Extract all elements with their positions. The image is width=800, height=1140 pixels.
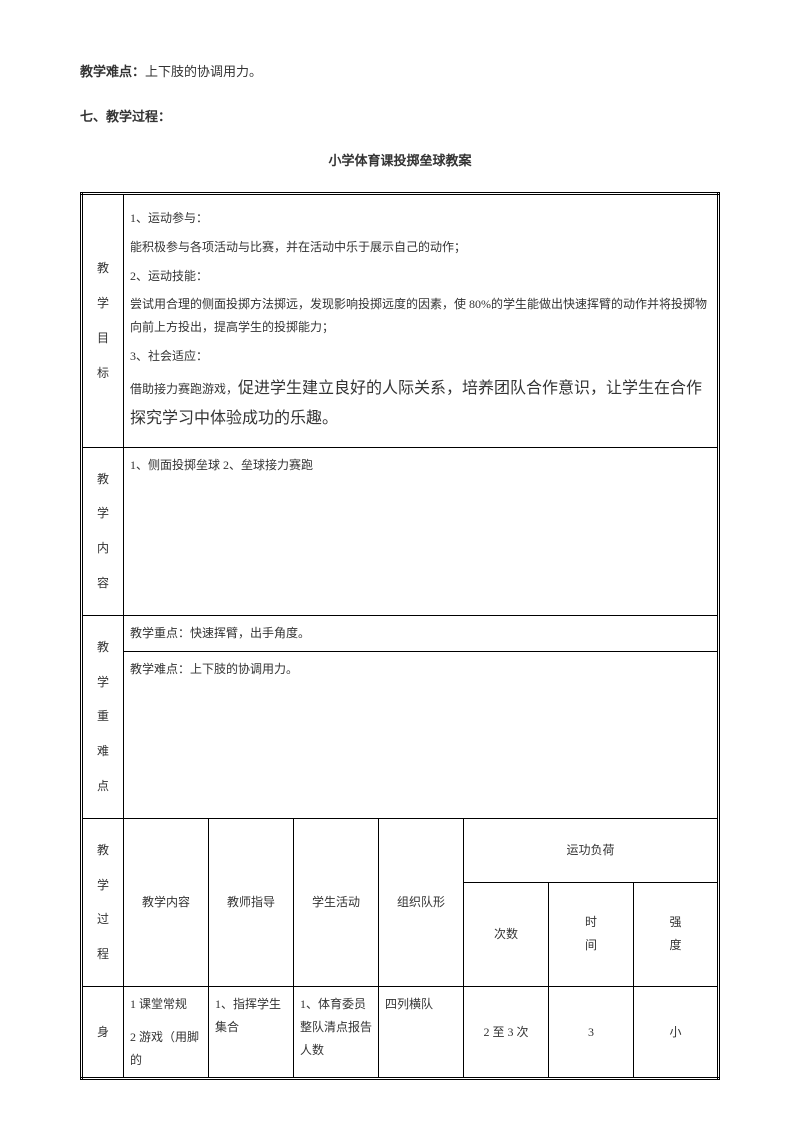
lesson-plan-table: 教 学 目 标 1、运动参与： 能积极参与各项活动与比赛，并在活动中乐于展示自己… xyxy=(80,192,720,1080)
header-times: 次数 xyxy=(464,882,549,986)
section-heading: 七、教学过程： xyxy=(80,105,720,130)
content-cell: 1、侧面投掷垒球 2、垒球接力赛跑 xyxy=(124,447,719,615)
header-load: 运功负荷 xyxy=(464,818,719,882)
header-teacher: 教师指导 xyxy=(209,818,294,986)
difficulty-label: 教学难点： xyxy=(80,64,145,79)
difficulty-text: 上下肢的协调用力。 xyxy=(145,64,262,79)
keypoints-label: 教 学 重 难 点 xyxy=(82,615,124,818)
keypoint-key: 教学重点：快速挥臂，出手角度。 xyxy=(124,615,719,651)
process-row-formation: 四列横队 xyxy=(379,986,464,1078)
process-row-times: 2 至 3 次 xyxy=(464,986,549,1078)
page-title: 小学体育课投掷垒球教案 xyxy=(80,149,720,174)
process-row-content: 1 课堂常规 2 游戏（用脚的 xyxy=(124,986,209,1078)
process-row-time: 3 xyxy=(549,986,634,1078)
header-time: 时间 xyxy=(549,882,634,986)
process-label: 教 学 过 程 xyxy=(82,818,124,986)
header-intensity: 强度 xyxy=(634,882,719,986)
phase-label: 身 xyxy=(82,986,124,1078)
process-row-student: 1、体育委员整队清点报告人数 xyxy=(294,986,379,1078)
header-student: 学生活动 xyxy=(294,818,379,986)
process-row-intensity: 小 xyxy=(634,986,719,1078)
content-label: 教 学 内 容 xyxy=(82,447,124,615)
header-formation: 组织队形 xyxy=(379,818,464,986)
objectives-label: 教 学 目 标 xyxy=(82,194,124,448)
header-content: 教学内容 xyxy=(124,818,209,986)
process-row-teacher: 1、指挥学生集合 xyxy=(209,986,294,1078)
objectives-cell: 1、运动参与： 能积极参与各项活动与比赛，并在活动中乐于展示自己的动作； 2、运… xyxy=(124,194,719,448)
keypoint-difficulty: 教学难点：上下肢的协调用力。 xyxy=(124,651,719,818)
